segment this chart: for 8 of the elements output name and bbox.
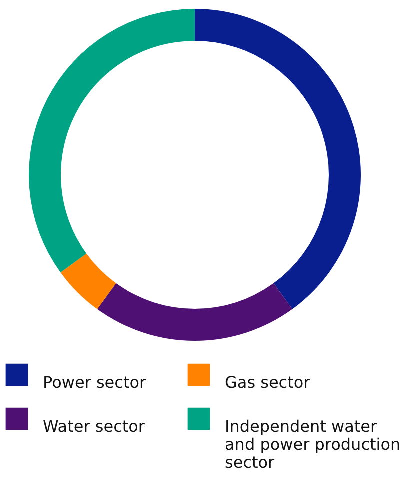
donut-slice	[29, 9, 195, 273]
legend-label: Independent water and power production sector	[225, 417, 401, 472]
donut-slice	[195, 9, 361, 310]
legend-label: Power sector	[43, 373, 146, 392]
donut-slice	[97, 283, 293, 341]
legend-label: Gas sector	[225, 373, 311, 392]
donut-slice	[60, 254, 116, 310]
legend-label: Water sector	[43, 417, 146, 436]
